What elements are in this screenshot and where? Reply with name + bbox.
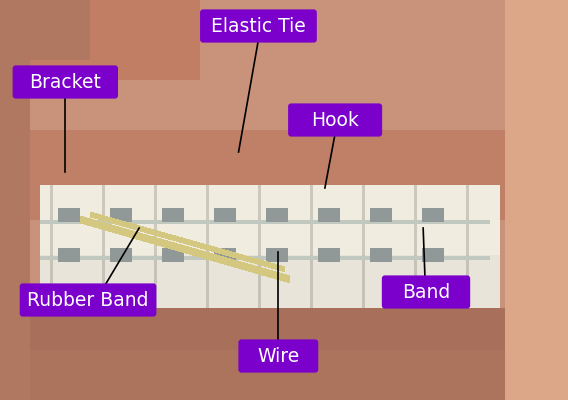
FancyBboxPatch shape: [239, 339, 318, 373]
FancyBboxPatch shape: [200, 10, 317, 43]
FancyBboxPatch shape: [12, 66, 118, 99]
FancyBboxPatch shape: [288, 104, 382, 137]
Text: Band: Band: [402, 282, 450, 302]
Text: Rubber Band: Rubber Band: [27, 290, 149, 310]
FancyBboxPatch shape: [382, 275, 470, 309]
Text: Bracket: Bracket: [30, 72, 101, 92]
Text: Wire: Wire: [257, 346, 299, 366]
FancyBboxPatch shape: [20, 283, 156, 317]
Text: Hook: Hook: [311, 110, 359, 130]
Text: Elastic Tie: Elastic Tie: [211, 16, 306, 36]
